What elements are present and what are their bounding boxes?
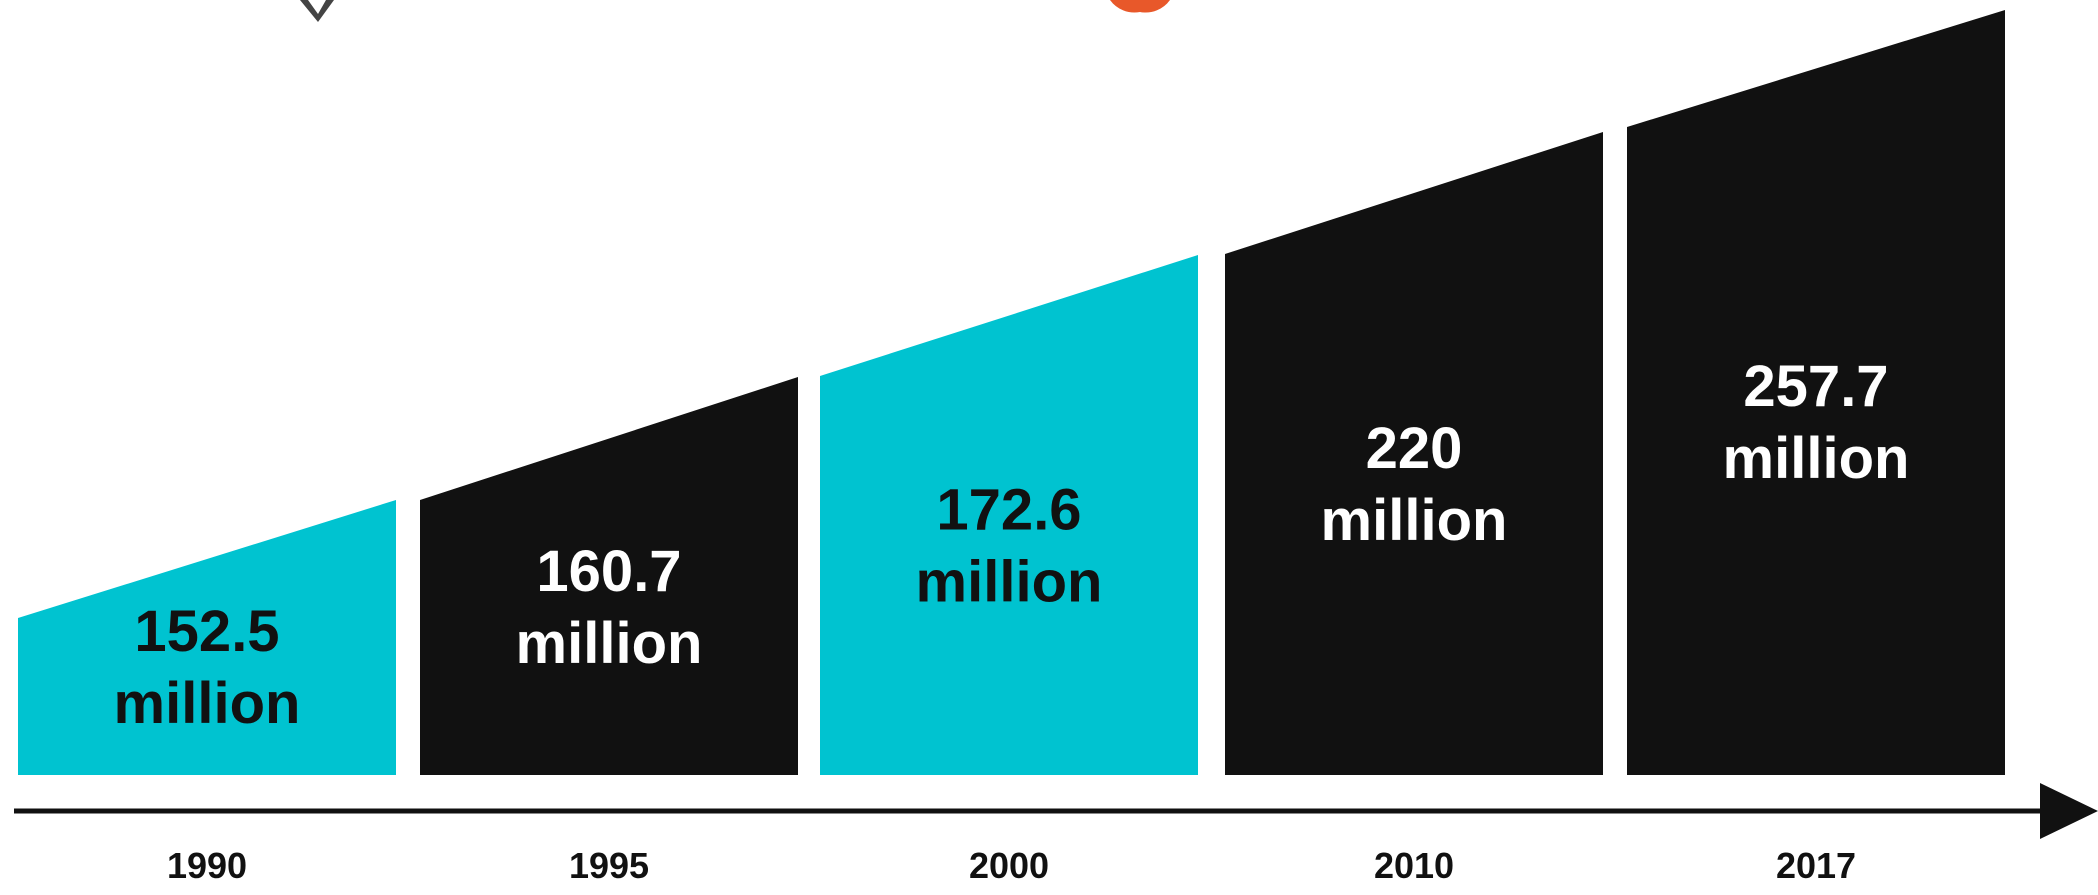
bar-unit-label-2010: million [1321,488,1508,553]
bar-1990 [18,500,396,775]
bars-layer [18,10,2005,775]
bar-unit-label-2017: million [1723,426,1910,491]
bar-value-labels: 152.5 million 160.7 million 172.6 million 220 m… [114,354,1910,736]
cropped-header-dot [1110,0,1170,13]
bar-1995 [420,377,798,775]
bar-value-label-2010: 220 [1366,416,1463,481]
cropped-header [300,0,1170,22]
bar-2017 [1627,10,2005,775]
x-axis-arrowhead [2040,783,2098,839]
bar-value-label-2000: 172.6 [936,477,1081,542]
x-tick-labels: 1990 1995 2000 2010 2017 [167,845,1856,886]
x-tick-label-1995: 1995 [569,845,649,886]
bar-value-label-1990: 152.5 [134,599,279,664]
bar-value-label-2017: 257.7 [1743,354,1888,419]
x-tick-label-2017: 2017 [1776,845,1856,886]
bar-unit-label-1990: million [114,671,301,736]
bar-unit-label-1995: million [516,611,703,676]
x-tick-label-1990: 1990 [167,845,247,886]
bar-unit-label-2000: million [916,549,1103,614]
x-axis [14,783,2098,839]
bar-value-label-1995: 160.7 [536,539,681,604]
x-tick-label-2010: 2010 [1374,845,1454,886]
bar-2000 [820,255,1198,775]
x-tick-label-2000: 2000 [969,845,1049,886]
cropped-header-glyph [300,0,334,22]
bar-2010 [1225,132,1603,775]
